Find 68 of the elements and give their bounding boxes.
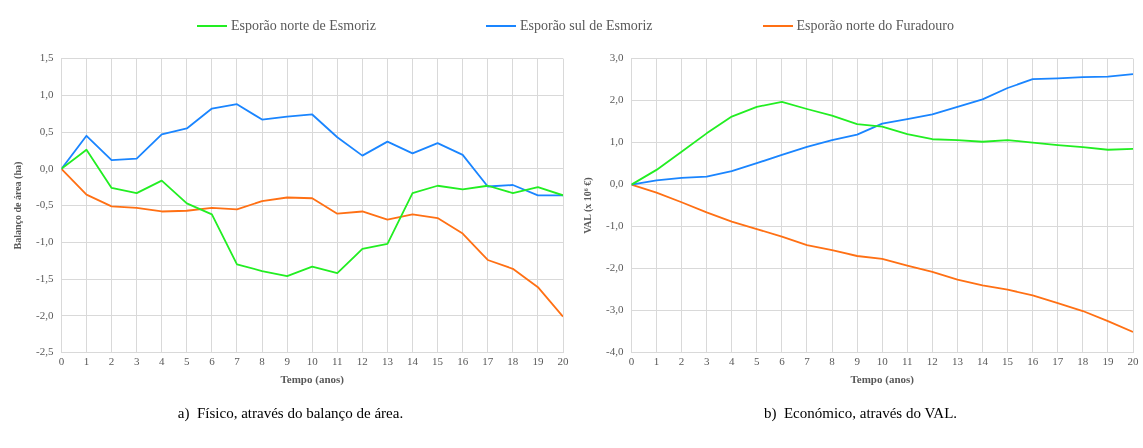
text: b) Económico, através do VAL. bbox=[762, 405, 959, 422]
x-tick-label: 0 bbox=[628, 355, 635, 368]
x-tick-label: 2 bbox=[108, 355, 115, 368]
y-axis-title: VAL (x 10⁶ €) bbox=[581, 177, 594, 234]
y-tick-label: -2,5 bbox=[35, 345, 54, 358]
x-tick-label: 1 bbox=[83, 355, 90, 368]
x-tick-label: 1 bbox=[653, 355, 660, 368]
x-tick-label: 12 bbox=[356, 355, 368, 368]
y-tick-label: -2,0 bbox=[605, 261, 624, 274]
x-tick-label: 11 bbox=[901, 355, 913, 368]
x-tick-label: 8 bbox=[259, 355, 266, 368]
x-tick-label: 19 bbox=[1102, 355, 1114, 368]
x-tick-label: 20 bbox=[557, 355, 569, 368]
x-tick-label: 19 bbox=[532, 355, 544, 368]
x-tick-label: 16 bbox=[457, 355, 469, 368]
x-tick-label: 13 bbox=[381, 355, 394, 368]
text: a) Físico, através do balanço de área. bbox=[176, 405, 405, 422]
x-axis-title: Tempo (anos) bbox=[280, 373, 345, 387]
x-tick-label: 10 bbox=[306, 355, 319, 368]
legend-label: Esporão norte de Esmoriz bbox=[230, 18, 376, 34]
y-tick-label: 0,0 bbox=[39, 161, 54, 174]
y-tick-label: 1,5 bbox=[39, 51, 54, 64]
y-axis-title: Balanço de área (ha) bbox=[11, 161, 24, 250]
x-tick-label: 11 bbox=[331, 355, 343, 368]
y-tick-label: -2,0 bbox=[35, 308, 54, 321]
y-tick-label: 0,5 bbox=[39, 124, 54, 137]
x-tick-label: 5 bbox=[184, 355, 191, 368]
x-tick-label: 5 bbox=[754, 355, 761, 368]
x-tick-label: 8 bbox=[829, 355, 836, 368]
x-tick-label: 14 bbox=[977, 355, 989, 368]
x-tick-label: 7 bbox=[234, 355, 241, 368]
x-tick-label: 3 bbox=[133, 355, 140, 368]
x-tick-label: 7 bbox=[804, 355, 811, 368]
y-tick-label: 1,0 bbox=[39, 88, 54, 101]
y-tick-label: -4,0 bbox=[605, 345, 624, 358]
x-tick-label: 4 bbox=[728, 355, 735, 368]
y-tick-label: 1,0 bbox=[609, 135, 624, 148]
x-tick-label: 20 bbox=[1127, 355, 1139, 368]
x-axis-title: Tempo (anos) bbox=[850, 373, 915, 387]
x-tick-label: 10 bbox=[876, 355, 889, 368]
x-tick-label: 9 bbox=[854, 355, 861, 368]
x-tick-label: 0 bbox=[58, 355, 65, 368]
x-tick-label: 17 bbox=[1052, 355, 1064, 368]
legend-label: Esporão sul de Esmoriz bbox=[519, 18, 653, 34]
x-tick-label: 14 bbox=[407, 355, 419, 368]
x-tick-label: 9 bbox=[284, 355, 291, 368]
x-tick-label: 15 bbox=[432, 355, 444, 368]
x-tick-label: 17 bbox=[482, 355, 494, 368]
x-tick-label: 4 bbox=[158, 355, 165, 368]
y-tick-label: 2,0 bbox=[609, 93, 624, 106]
x-tick-label: 16 bbox=[1027, 355, 1039, 368]
y-tick-label: -1,0 bbox=[605, 219, 624, 232]
legend-label: Esporão norte do Furadouro bbox=[796, 18, 955, 34]
x-tick-label: 12 bbox=[926, 355, 938, 368]
x-tick-label: 18 bbox=[507, 355, 519, 368]
x-tick-label: 15 bbox=[1002, 355, 1014, 368]
y-tick-label: -1,5 bbox=[35, 271, 54, 284]
x-tick-label: 2 bbox=[678, 355, 685, 368]
x-tick-label: 18 bbox=[1077, 355, 1089, 368]
y-tick-label: -3,0 bbox=[605, 303, 624, 316]
y-tick-label: -1,0 bbox=[35, 235, 54, 248]
y-tick-label: 0,0 bbox=[609, 177, 624, 190]
x-tick-label: 6 bbox=[209, 355, 216, 368]
x-tick-label: 13 bbox=[951, 355, 964, 368]
y-tick-label: -0,5 bbox=[35, 198, 54, 211]
x-tick-label: 3 bbox=[703, 355, 710, 368]
y-tick-label: 3,0 bbox=[609, 51, 624, 64]
x-tick-label: 6 bbox=[779, 355, 786, 368]
